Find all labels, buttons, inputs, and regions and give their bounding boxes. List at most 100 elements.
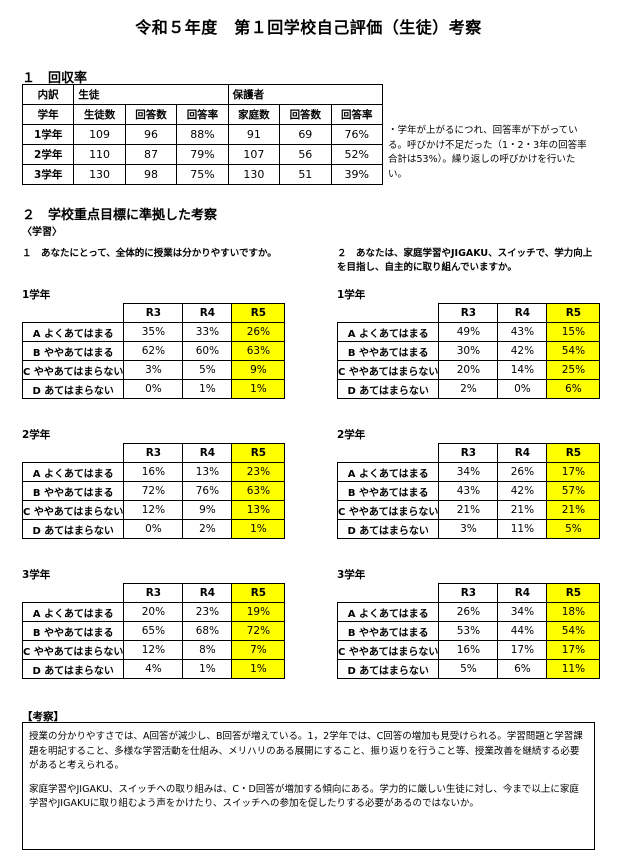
- row-label: D あてはまらない: [21, 519, 125, 539]
- value-cell: 2%: [438, 379, 499, 399]
- value-cell: 8%: [182, 640, 233, 660]
- value-cell: 44%: [497, 621, 548, 641]
- value-cell: 19%: [231, 602, 286, 622]
- value-cell: 0%: [123, 519, 184, 539]
- row-label: B ややあてはまる: [336, 621, 440, 641]
- row-label: B ややあてはまる: [336, 481, 440, 501]
- table-row: C ややあてはまらない 3% 5% 9%: [21, 360, 286, 380]
- survey-table-left-2: R3 R4 R5 A よくあてはまる 16% 13% 23% B ややあてはまる 72% 76% 6…: [21, 443, 286, 539]
- table-row: C ややあてはまらない 20% 14% 25%: [336, 360, 601, 380]
- value-cell: 76%: [182, 481, 233, 501]
- value-cell: 17%: [546, 462, 601, 482]
- row-label: D あてはまらない: [21, 659, 125, 679]
- value-cell: 43%: [438, 481, 499, 501]
- table-row: D あてはまらない 2% 0% 6%: [336, 379, 601, 399]
- value-cell: 13%: [182, 462, 233, 482]
- value-cell: 0%: [123, 379, 184, 399]
- header-cell: R4: [182, 303, 233, 323]
- value-cell: 18%: [546, 602, 601, 622]
- row-label: D あてはまらない: [21, 379, 125, 399]
- row-label: B ややあてはまる: [21, 481, 125, 501]
- value-cell: 56: [279, 144, 332, 165]
- table-row: B ややあてはまる 62% 60% 63%: [21, 341, 286, 361]
- value-cell: 3%: [123, 360, 184, 380]
- value-cell: 34%: [497, 602, 548, 622]
- value-cell: 5%: [438, 659, 499, 679]
- value-cell: 17%: [497, 640, 548, 660]
- question-1-text: １ あなたにとって、全体的に授業は分かりやすいですか。: [22, 248, 277, 259]
- value-cell: 91: [227, 124, 281, 145]
- table-row: A よくあてはまる 35% 33% 26%: [21, 322, 286, 342]
- header-cell: R5: [546, 583, 601, 603]
- consideration-paragraph-1: 授業の分かりやすさでは、A回答が減少し、B回答が増えている。1，2学年では、C回…: [29, 731, 583, 771]
- value-cell: 21%: [546, 500, 601, 520]
- value-cell: 107: [227, 144, 281, 165]
- value-cell: 1%: [182, 379, 233, 399]
- header-cell: 生徒数: [73, 104, 126, 125]
- survey-table-right-1: R3 R4 R5 A よくあてはまる 49% 43% 15% B ややあてはまる 30% 42% 5…: [336, 303, 601, 399]
- table-row: D あてはまらない 3% 11% 5%: [336, 519, 601, 539]
- header-cell: R4: [497, 443, 548, 463]
- value-cell: 3%: [438, 519, 499, 539]
- value-cell: 49%: [438, 322, 499, 342]
- value-cell: 5%: [546, 519, 601, 539]
- value-cell: 16%: [438, 640, 499, 660]
- consideration-box: 授業の分かりやすさでは、A回答が減少し、B回答が増えている。1，2学年では、C回…: [22, 722, 595, 850]
- value-cell: 54%: [546, 341, 601, 361]
- row-label: B ややあてはまる: [21, 621, 125, 641]
- value-cell: 72%: [231, 621, 286, 641]
- header-cell: R4: [497, 583, 548, 603]
- header-cell: 回答率: [176, 104, 229, 125]
- table-row: 1学年 109 96 88% 91 69 76%: [21, 124, 384, 145]
- header-cell: 生徒: [73, 84, 229, 105]
- value-cell: 79%: [176, 144, 229, 165]
- header-cell: 回答数: [279, 104, 332, 125]
- value-cell: 4%: [123, 659, 184, 679]
- value-cell: 75%: [176, 164, 229, 185]
- value-cell: 6%: [497, 659, 548, 679]
- consideration-heading: 【考察】: [22, 711, 64, 723]
- value-cell: 43%: [497, 322, 548, 342]
- row-label: C ややあてはまらない: [336, 360, 440, 380]
- value-cell: 53%: [438, 621, 499, 641]
- value-cell: 68%: [182, 621, 233, 641]
- table-row: C ややあてはまらない 16% 17% 17%: [336, 640, 601, 660]
- value-cell: 63%: [231, 481, 286, 501]
- header-cell: 内訳: [21, 84, 75, 105]
- value-cell: 21%: [438, 500, 499, 520]
- value-cell: 1%: [231, 379, 286, 399]
- table-row: A よくあてはまる 26% 34% 18%: [336, 602, 601, 622]
- row-label: D あてはまらない: [336, 379, 440, 399]
- header-cell: R5: [231, 303, 286, 323]
- row-label: C ややあてはまらない: [21, 360, 125, 380]
- header-blank: [23, 444, 124, 463]
- header-cell: R5: [231, 583, 286, 603]
- response-rate-table: 内訳 生徒 保護者 学年 生徒数 回答数 回答率 家庭数 回答数 回答率 1学年…: [21, 84, 384, 185]
- table-row: D あてはまらない 0% 1% 1%: [21, 379, 286, 399]
- survey-table-left-3: R3 R4 R5 A よくあてはまる 20% 23% 19% B ややあてはまる 65% 68% 7…: [21, 583, 286, 679]
- value-cell: 11%: [497, 519, 548, 539]
- header-cell: R3: [123, 443, 184, 463]
- response-rate-note: ・学年が上がるにつれ、回答率が下がっている。呼びかけ不足だった（1・2・3年の回…: [388, 125, 587, 180]
- value-cell: 1%: [231, 519, 286, 539]
- survey-table-right-2: R3 R4 R5 A よくあてはまる 34% 26% 17% B ややあてはまる 43% 42% 5…: [336, 443, 601, 539]
- table-row: D あてはまらない 4% 1% 1%: [21, 659, 286, 679]
- header-cell: R3: [438, 443, 499, 463]
- header-cell: 回答率: [330, 104, 384, 125]
- question-2-text: ２ あなたは、家庭学習やJIGAKU、スイッチで、学力向上を目指し、自主的に取り…: [337, 248, 593, 273]
- value-cell: 26%: [438, 602, 499, 622]
- header-cell: 学年: [21, 104, 75, 125]
- row-label: A よくあてはまる: [21, 462, 125, 482]
- header-cell: R3: [438, 303, 499, 323]
- row-label: C ややあてはまらない: [21, 640, 125, 660]
- grade-label: 2学年: [22, 429, 51, 441]
- table-row: D あてはまらない 0% 2% 1%: [21, 519, 286, 539]
- value-cell: 6%: [546, 379, 601, 399]
- value-cell: 42%: [497, 341, 548, 361]
- table-row: 3学年 130 98 75% 130 51 39%: [21, 164, 384, 185]
- grade-label: 1学年: [22, 289, 51, 301]
- header-cell: R5: [546, 303, 601, 323]
- header-cell: 家庭数: [227, 104, 281, 125]
- value-cell: 130: [227, 164, 281, 185]
- row-label: C ややあてはまらない: [336, 500, 440, 520]
